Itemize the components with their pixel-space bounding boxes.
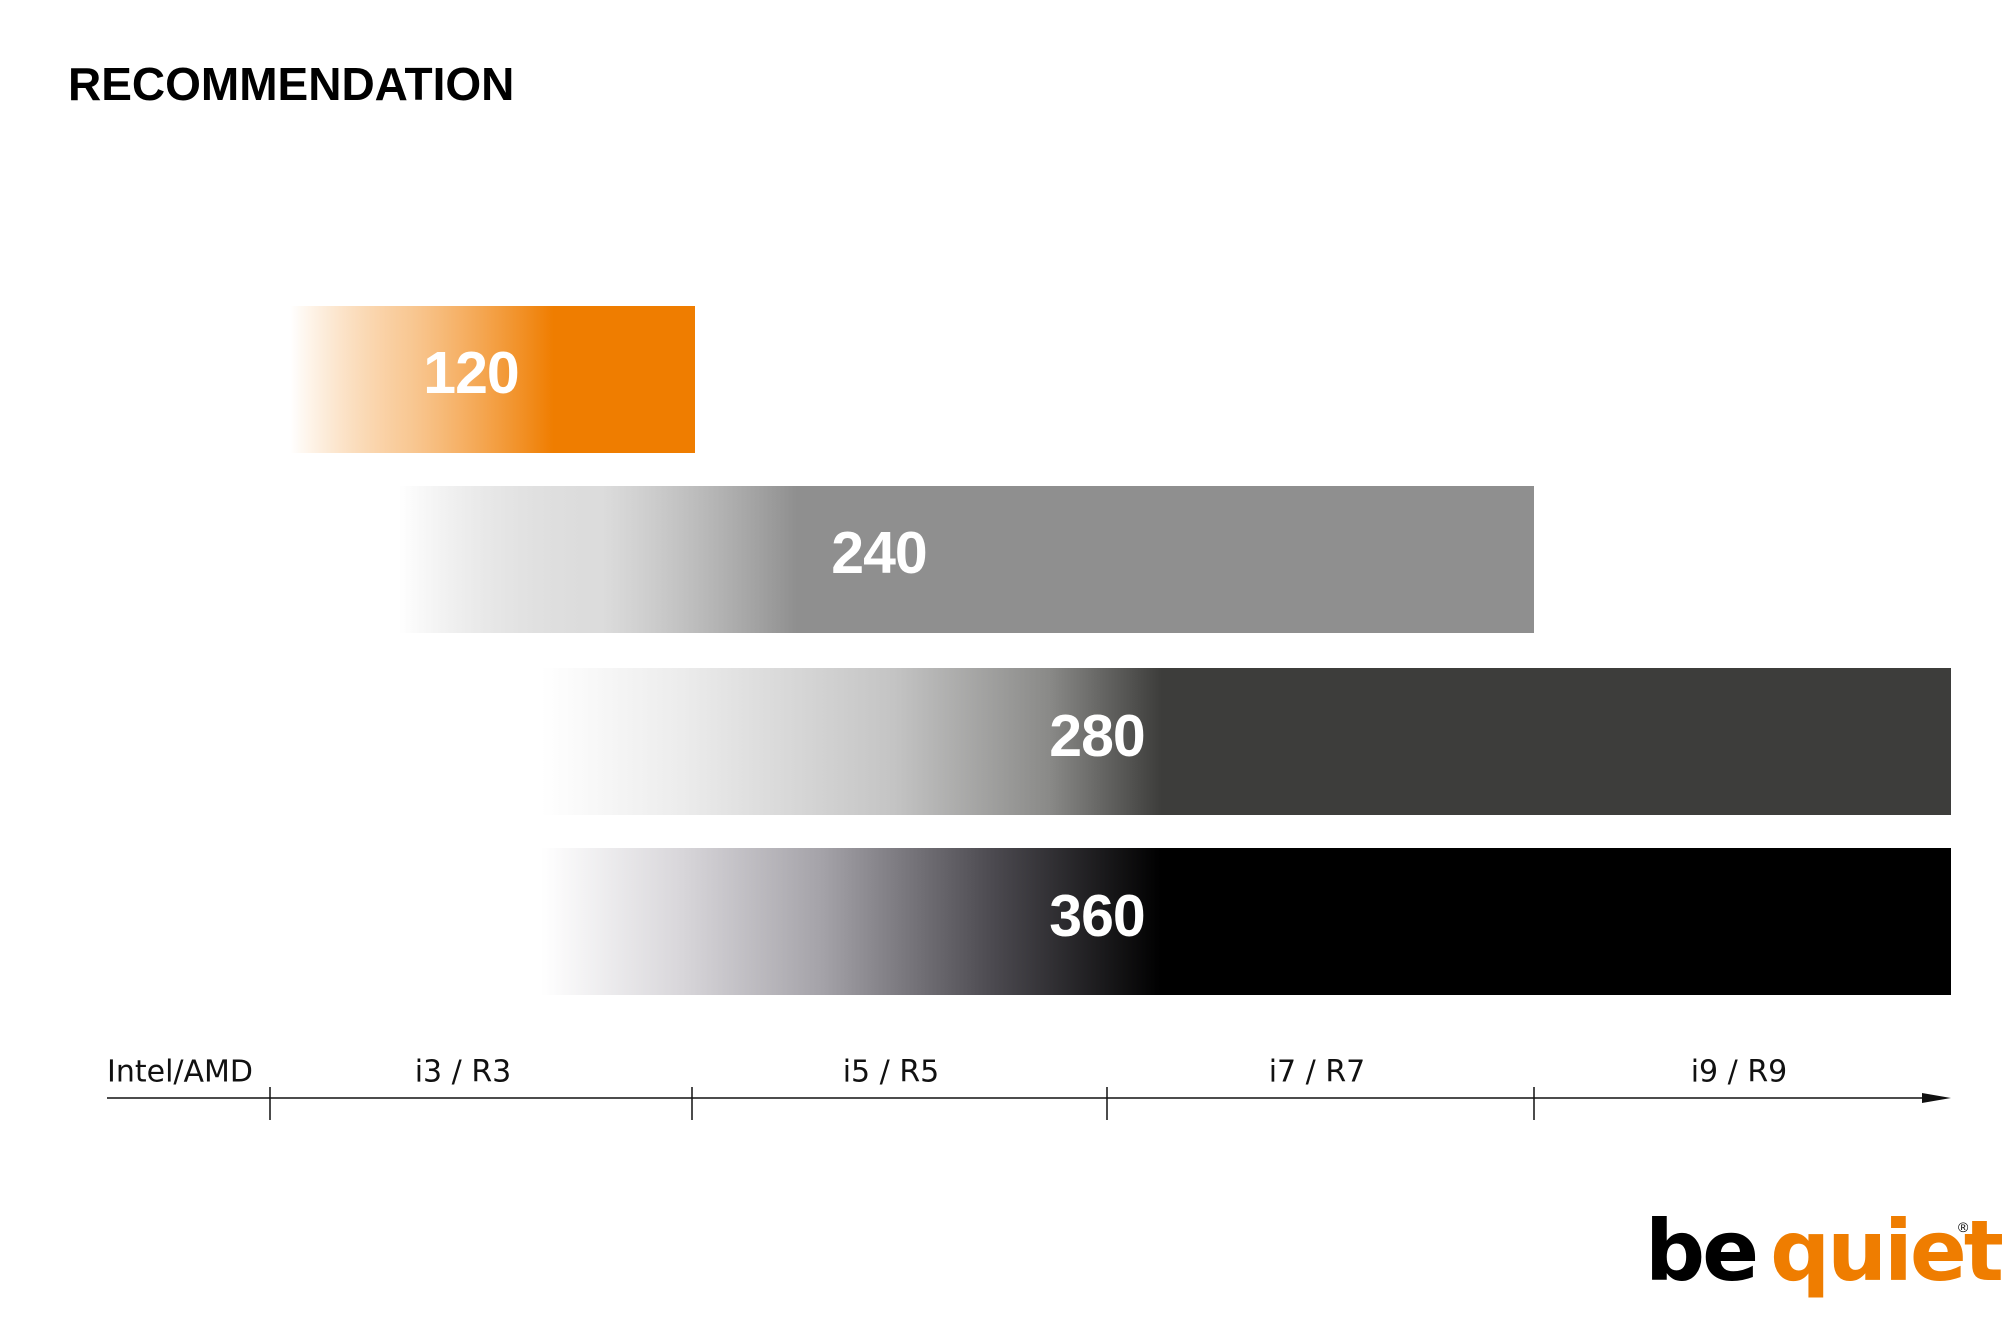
axis-label: i9 / R9: [1691, 1055, 1788, 1090]
axis-arrow: [1922, 1093, 1951, 1103]
axis-label: i5 / R5: [843, 1055, 940, 1090]
bar-240: [399, 486, 1534, 633]
logo-word: be: [1645, 1202, 1756, 1300]
bar-label: 240: [831, 520, 926, 586]
axis-label: Intel/AMD: [107, 1055, 253, 1090]
title: RECOMMENDATION: [68, 58, 514, 110]
bar-label: 360: [1049, 883, 1144, 949]
bar-label: 280: [1049, 703, 1144, 769]
logo-word: quiet!: [1770, 1202, 2008, 1300]
logo-mark: ®: [1958, 1219, 1969, 1235]
axis-label: i3 / R3: [415, 1055, 512, 1090]
bar-label: 120: [423, 340, 518, 406]
axis-label: i7 / R7: [1269, 1055, 1366, 1090]
bar-280: [541, 668, 1951, 815]
bar-120: [290, 306, 695, 453]
bar-360: [541, 848, 1951, 995]
axis: [107, 1087, 1930, 1120]
